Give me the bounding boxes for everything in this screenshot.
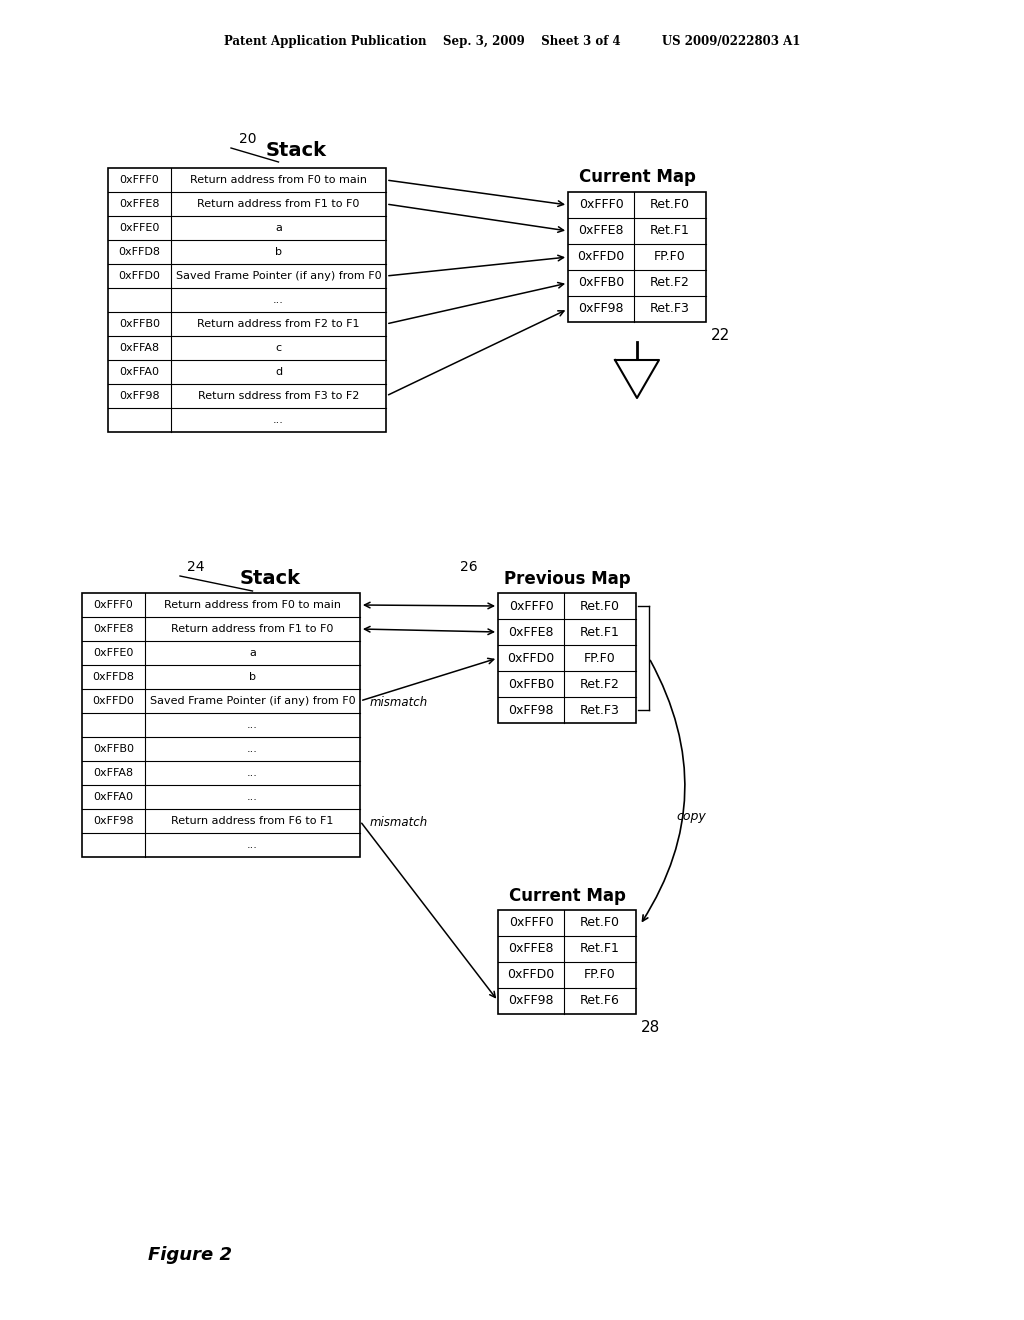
Text: mismatch: mismatch	[370, 816, 428, 829]
Text: ...: ...	[247, 719, 258, 730]
Text: 0xFFD8: 0xFFD8	[119, 247, 161, 257]
Text: FP.F0: FP.F0	[584, 652, 615, 664]
Text: 0xFF98: 0xFF98	[579, 302, 624, 315]
Text: Stack: Stack	[240, 569, 301, 589]
Text: Return sddress from F3 to F2: Return sddress from F3 to F2	[198, 391, 359, 401]
Text: Return address from F1 to F0: Return address from F1 to F0	[171, 624, 334, 634]
Text: 0xFFD0: 0xFFD0	[92, 696, 134, 706]
Bar	[82, 593, 360, 857]
Text: 0xFFF0: 0xFFF0	[509, 599, 553, 612]
Text: 0xFFD0: 0xFFD0	[578, 251, 625, 264]
Text: 0xFF98: 0xFF98	[93, 816, 134, 826]
Text: 0xFFF0: 0xFFF0	[120, 176, 160, 185]
Text: Ret.F0: Ret.F0	[580, 599, 620, 612]
Text: 26: 26	[461, 560, 478, 574]
Text: Patent Application Publication    Sep. 3, 2009    Sheet 3 of 4          US 2009/: Patent Application Publication Sep. 3, 2…	[224, 36, 800, 49]
Text: 0xFF98: 0xFF98	[508, 704, 554, 717]
Text: a: a	[249, 648, 256, 657]
Text: Return address from F0 to main: Return address from F0 to main	[190, 176, 367, 185]
Text: 0xFFE8: 0xFFE8	[508, 942, 554, 956]
Text: 0xFFA8: 0xFFA8	[120, 343, 160, 352]
Text: ...: ...	[247, 792, 258, 803]
Bar	[498, 909, 636, 1014]
Text: FP.F0: FP.F0	[584, 969, 615, 982]
Text: Ret.F0: Ret.F0	[580, 916, 620, 929]
Text: Ret.F3: Ret.F3	[580, 704, 620, 717]
Text: Ret.F3: Ret.F3	[650, 302, 690, 315]
Text: Ret.F2: Ret.F2	[580, 677, 620, 690]
Text: 0xFFE8: 0xFFE8	[508, 626, 554, 639]
Text: 0xFFA0: 0xFFA0	[120, 367, 160, 378]
Text: 0xFFA0: 0xFFA0	[93, 792, 133, 803]
Bar	[498, 593, 636, 723]
Text: 0xFFD0: 0xFFD0	[119, 271, 161, 281]
Text: Ret.F1: Ret.F1	[580, 942, 620, 956]
Text: 0xFFF0: 0xFFF0	[509, 916, 553, 929]
Text: 0xFFB0: 0xFFB0	[93, 744, 134, 754]
Text: 28: 28	[641, 1020, 660, 1035]
Text: ...: ...	[247, 840, 258, 850]
Text: 0xFFE0: 0xFFE0	[93, 648, 134, 657]
Text: 0xFF98: 0xFF98	[119, 391, 160, 401]
Text: 0xFFA8: 0xFFA8	[93, 768, 133, 777]
Text: 0xFFB0: 0xFFB0	[508, 677, 554, 690]
Text: 0xFFF0: 0xFFF0	[93, 601, 133, 610]
Polygon shape	[615, 360, 659, 399]
Text: 24: 24	[187, 560, 205, 574]
Text: ...: ...	[247, 768, 258, 777]
Text: Ret.F6: Ret.F6	[580, 994, 620, 1007]
Bar	[568, 191, 706, 322]
Text: Previous Map: Previous Map	[504, 570, 631, 587]
Text: FP.F0: FP.F0	[654, 251, 686, 264]
Text: 0xFFF0: 0xFFF0	[579, 198, 624, 211]
Text: Figure 2: Figure 2	[148, 1246, 232, 1265]
Text: 0xFFB0: 0xFFB0	[119, 319, 160, 329]
Text: 0xFF98: 0xFF98	[508, 994, 554, 1007]
Text: 0xFFE8: 0xFFE8	[119, 199, 160, 209]
Text: 0xFFE0: 0xFFE0	[120, 223, 160, 234]
Text: d: d	[274, 367, 282, 378]
Text: Return address from F0 to main: Return address from F0 to main	[164, 601, 341, 610]
Text: b: b	[249, 672, 256, 682]
Text: 0xFFB0: 0xFFB0	[578, 276, 624, 289]
Text: Return address from F1 to F0: Return address from F1 to F0	[198, 199, 359, 209]
Text: 0xFFD8: 0xFFD8	[92, 672, 134, 682]
Text: Ret.F1: Ret.F1	[650, 224, 690, 238]
Text: 0xFFD0: 0xFFD0	[507, 969, 555, 982]
Text: Stack: Stack	[266, 140, 327, 160]
Text: Ret.F1: Ret.F1	[580, 626, 620, 639]
Text: Current Map: Current Map	[509, 887, 626, 906]
Text: ...: ...	[273, 294, 284, 305]
Text: b: b	[275, 247, 282, 257]
Text: a: a	[275, 223, 282, 234]
Text: Ret.F0: Ret.F0	[650, 198, 690, 211]
Text: copy: copy	[676, 810, 706, 822]
Text: 22: 22	[711, 327, 730, 343]
Bar	[108, 168, 386, 432]
Text: c: c	[275, 343, 282, 352]
Text: 0xFFE8: 0xFFE8	[579, 224, 624, 238]
Text: 0xFFD0: 0xFFD0	[507, 652, 555, 664]
Text: ...: ...	[273, 414, 284, 425]
Text: Return address from F2 to F1: Return address from F2 to F1	[198, 319, 359, 329]
Text: 0xFFE8: 0xFFE8	[93, 624, 134, 634]
Text: Current Map: Current Map	[579, 168, 695, 186]
Text: Return address from F6 to F1: Return address from F6 to F1	[171, 816, 334, 826]
Text: Ret.F2: Ret.F2	[650, 276, 690, 289]
Text: ...: ...	[247, 744, 258, 754]
Text: mismatch: mismatch	[370, 696, 428, 709]
Text: Saved Frame Pointer (if any) from F0: Saved Frame Pointer (if any) from F0	[150, 696, 355, 706]
Text: 20: 20	[239, 132, 256, 147]
Text: Saved Frame Pointer (if any) from F0: Saved Frame Pointer (if any) from F0	[176, 271, 381, 281]
